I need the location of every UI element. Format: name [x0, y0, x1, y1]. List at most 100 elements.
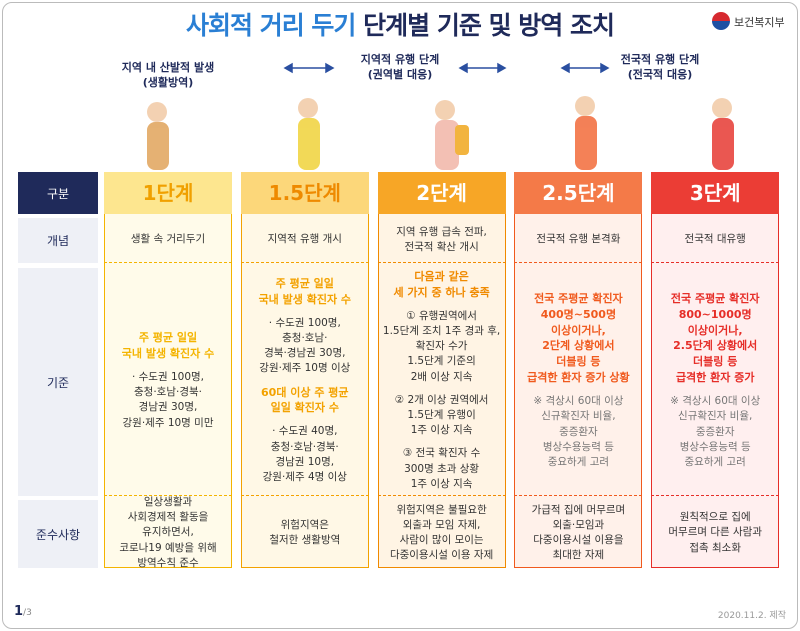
criteria-line: 급격한 환자 증가: [675, 371, 755, 385]
criteria-line: 신규확진자 비율,: [678, 410, 753, 423]
criteria-line: ② 2개 이상 권역에서: [394, 393, 489, 406]
criteria-line: 더블링 등: [693, 355, 738, 369]
criteria-block: ③ 전국 확진자 수 300명 초과 상황 1주 이상 지속: [403, 446, 480, 492]
criteria-block: · 수도권 100명, 충청·호남·경북· 경남권 30명, 강원·제주 10명 미만: [123, 370, 214, 431]
guideline-cell: 가급적 집에 머무르며 외출·모임과 다중이용시설 이용을 최대한 자제: [514, 500, 642, 566]
guideline-line: 유지하면서,: [142, 526, 194, 539]
criteria-line: 300명 초과 상황: [404, 462, 480, 475]
stage-label-line: 지역적 유행 단계: [360, 53, 440, 66]
criteria-line: 병상수용능력 등: [679, 440, 751, 453]
criteria-block: 전국 주평균 확진자 400명~500명 이상이거나, 2단계 상황에서 더블링 등 급격…: [527, 291, 630, 387]
criteria-line: 강원·제주 10명 미만: [122, 416, 214, 429]
criteria-line: 이상이거나,: [550, 323, 606, 337]
guideline-line: 다중이용시설 이용을: [533, 534, 624, 546]
stage-label-line: (권역별 대응): [367, 68, 433, 82]
criteria-block: · 수도권 100명, 충청·호남· 경북·경남권 30명, 강원·제주 10명 이상: [259, 316, 350, 377]
stage-label-line: 지역 내 산발적 발생: [121, 61, 215, 74]
concept-cell: 지역 유행 급속 전파, 전국적 확산 개시: [377, 218, 506, 263]
guideline-line: 사람이 많이 모이는: [399, 534, 484, 546]
criteria-line: 중요하게 고려: [547, 456, 610, 469]
guideline-line: 외출과 모임 자제,: [402, 518, 481, 531]
criteria-line: ※ 격상시 60대 이상: [533, 395, 624, 408]
criteria-line: 1.5단계 기준의: [407, 355, 476, 368]
concept-line: 전국적 대유행: [684, 233, 746, 246]
guideline-line: 다중이용시설 이용 자제: [389, 549, 494, 562]
criteria-line: 일일 확진자 수: [270, 401, 339, 415]
guideline-line: 외출·모임과: [552, 518, 605, 531]
criteria-line: 2.5단계 상황에서: [673, 339, 758, 353]
criteria-line: 1주 이상 지속: [410, 477, 473, 490]
criteria-block: 주 평균 일일 국내 발생 확진자 수: [259, 276, 351, 308]
criteria-line: 800~1000명: [678, 307, 752, 321]
criteria-block: ※ 격상시 60대 이상 신규확진자 비율, 중증환자 병상수용능력 등 중요하게 고려: [670, 394, 760, 470]
criteria-block: · 수도권 40명, 충청·호남·경북· 경남권 10명, 강원·제주 4명 이상: [263, 424, 347, 485]
column-bg: [240, 172, 369, 568]
title-part: 단계별 기준 및 방역 조치: [363, 11, 615, 40]
stage-label: 지역적 유행 단계 (권역별 대응): [320, 52, 480, 83]
criteria-line: 신규확진자 비율,: [541, 410, 616, 423]
row-label: 준수사항: [18, 500, 98, 568]
criteria-line: 중증환자: [559, 425, 598, 438]
concept-line: 생활 속 거리두기: [130, 233, 206, 246]
criteria-line: 전국 주평균 확진자: [534, 291, 623, 305]
concept-cell: 생활 속 거리두기: [104, 218, 232, 263]
criteria-line: ① 유행권역에서: [406, 309, 477, 322]
guideline-line: 최대한 자제: [552, 549, 605, 562]
criteria-line: ③ 전국 확진자 수: [402, 447, 481, 460]
criteria-block: ② 2개 이상 권역에서 1.5단계 유행이 1주 이상 지속: [395, 393, 489, 439]
criteria-line: 전국 주평균 확진자: [670, 291, 760, 305]
criteria-line: 충청·호남·: [282, 331, 328, 344]
criteria-line: 충청·호남·경북·: [134, 386, 202, 399]
guideline-line: 위험지역은 불필요한: [396, 503, 487, 516]
criteria-line: 경남권 30명,: [138, 401, 198, 414]
criteria-line: 주 평균 일일: [275, 276, 334, 290]
stage-label-line: (생활방역): [142, 76, 194, 90]
guideline-cell: 일상생활과 사회경제적 활동을 유지하면서, 코로나19 예방을 위해 방역수칙 준수: [104, 496, 232, 569]
guideline-line: 머무르며 다른 사람과: [668, 526, 762, 539]
criteria-block: ※ 격상시 60대 이상 신규확진자 비율, 중증환자 병상수용능력 등 중요하게 고려: [533, 394, 623, 470]
criteria-line: 60대 이상 주 평균: [261, 385, 349, 399]
criteria-line: 강원·제주 4명 이상: [262, 471, 347, 484]
concept-line: 지역적 유행 개시: [267, 233, 342, 246]
criteria-block: 주 평균 일일 국내 발생 확진자 수: [122, 330, 214, 362]
row-label: 구분: [18, 172, 98, 214]
criteria-line: 2단계 상황에서: [542, 339, 615, 353]
title-part: 사회적 거리 두기: [186, 11, 356, 40]
criteria-line: 1.5단계 조치 1주 경과 후,: [382, 324, 501, 337]
guideline-line: 접촉 최소화: [689, 541, 741, 554]
concept-line: 전국적 유행 본격화: [536, 233, 621, 246]
concept-cell: 지역적 유행 개시: [240, 218, 369, 263]
page-current: 1: [14, 604, 24, 619]
row-label: 개념: [18, 218, 98, 263]
criteria-line: 경북·경남권 30명,: [264, 347, 346, 360]
level-header: 1.5단계: [240, 172, 369, 214]
criteria-line: 세 가지 중 하나 충족: [393, 285, 490, 299]
criteria-line: 강원·제주 10명 이상: [259, 362, 351, 375]
concept-line: 전국적 확산 개시: [404, 241, 479, 253]
concept-line: 지역 유행 급속 전파,: [396, 225, 487, 238]
concept-cell: 전국적 대유행: [651, 218, 780, 263]
guideline-line: 위험지역은: [280, 518, 329, 531]
criteria-block: ① 유행권역에서 1.5단계 조치 1주 경과 후, 확진자 수가 1.5단계 기준의…: [383, 309, 500, 385]
guideline-line: 철저한 생활방역: [269, 534, 341, 546]
guideline-line: 코로나19 예방을 위해: [119, 541, 217, 554]
guideline-line: 사회경제적 활동을: [127, 511, 209, 524]
criteria-line: 1.5단계 유행이: [407, 409, 476, 422]
criteria-line: · 수도권 100명,: [131, 371, 205, 383]
stage-label-line: 전국적 유행 단계: [620, 53, 700, 66]
criteria-line: 이상이거나,: [687, 323, 743, 337]
column-bg: [651, 172, 780, 568]
stage-label: 전국적 유행 단계 (전국적 대응): [580, 52, 740, 83]
criteria-line: 주 평균 일일: [138, 331, 198, 345]
criteria-line: 경남권 10명,: [275, 455, 335, 468]
criteria-line: 중요하게 고려: [684, 456, 746, 469]
criteria-line: 확진자 수가: [415, 340, 468, 353]
